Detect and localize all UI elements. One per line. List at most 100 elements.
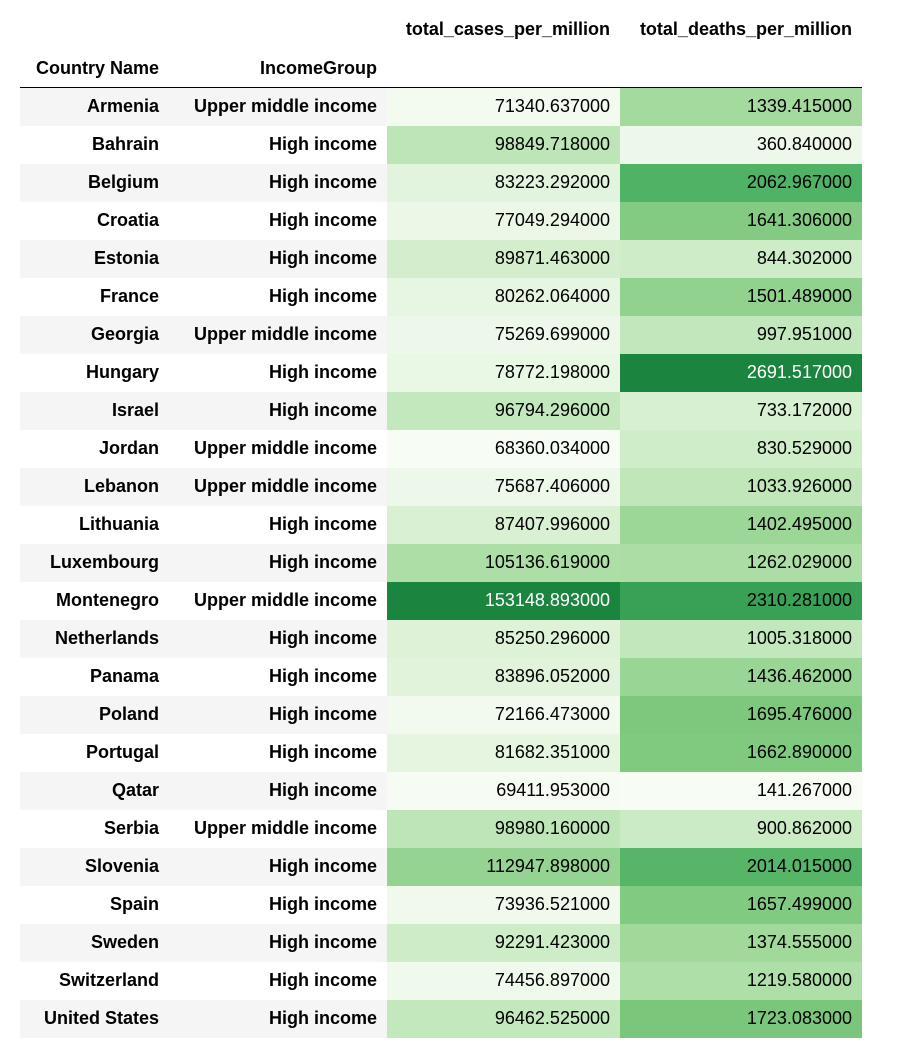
country-name-cell: Portugal (85, 742, 159, 762)
income-group-cell: High income (268, 742, 377, 762)
total-cases-cell: 153148.893000 (387, 581, 620, 620)
total-deaths-cell: 2310.281000 (620, 581, 862, 620)
country-name-cell: Croatia (96, 210, 159, 230)
income-group-cell: High income (169, 771, 387, 810)
income-group-cell: High income (268, 666, 377, 686)
total-deaths-cell: 1033.926000 (620, 467, 862, 506)
total-cases-cell: 83223.292000 (387, 163, 620, 202)
country-name-cell: Qatar (20, 771, 169, 810)
total-cases-cell: 105136.619000 (387, 543, 620, 582)
country-name-cell: Jordan (98, 438, 159, 458)
income-group-cell: High income (268, 210, 377, 230)
total-deaths-cell: 1662.890000 (620, 733, 862, 772)
total-deaths-cell: 360.840000 (620, 125, 862, 164)
table-row: Slovenia High income 112947.898000 2014.015… (20, 847, 862, 886)
table-row: Georgia Upper middle income 75269.699000 99… (20, 315, 862, 354)
income-group-cell: High income (169, 923, 387, 962)
total-cases-cell: 87407.996000 (387, 505, 620, 544)
table-row: Luxembourg High income 105136.619000 1262.0… (20, 543, 862, 582)
income-group-cell: High income (169, 163, 387, 202)
blank-header-cell (20, 10, 169, 50)
country-name-cell: Panama (89, 666, 159, 686)
table-row: United States High income 96462.525000 1723… (20, 999, 862, 1038)
total-deaths-cell: 1436.462000 (620, 657, 862, 696)
table-row: Lebanon Upper middle income 75687.406000 10… (20, 467, 862, 506)
table-row: France High income 80262.064000 1501.489000 (20, 277, 862, 316)
blank-header-cell (169, 10, 387, 50)
table-row: Belgium High income 83223.292000 2062.96700… (20, 163, 862, 202)
total-deaths-cell: 141.267000 (620, 771, 862, 810)
index-header-row: Country Name IncomeGroup (20, 50, 862, 88)
income-group-cell: Upper middle income (169, 315, 387, 354)
country-name-cell: Belgium (20, 163, 169, 202)
country-name-cell: Bahrain (91, 134, 159, 154)
total-deaths-cell: 997.951000 (620, 315, 862, 354)
table-row: Qatar High income 69411.953000 141.267000 (20, 771, 862, 810)
blank-header-cell (620, 50, 862, 88)
table-row: Sweden High income 92291.423000 1374.555000 (20, 923, 862, 962)
country-name-cell: Serbia (103, 818, 159, 838)
country-name-cell: Armenia (20, 87, 169, 126)
total-cases-cell: 96462.525000 (387, 999, 620, 1038)
table-row: Bahrain High income 98849.718000 360.840000 (20, 125, 862, 164)
income-group-cell: Upper middle income (193, 818, 377, 838)
column-header-total-cases: total_cases_per_million (405, 18, 610, 39)
country-name-cell: United States (20, 999, 169, 1038)
index-header-income-group: IncomeGroup (169, 50, 387, 88)
country-name-cell: Poland (20, 695, 169, 734)
total-deaths-cell: 830.529000 (620, 429, 862, 468)
country-name-cell: Sweden (20, 923, 169, 962)
total-deaths-cell: 2062.967000 (620, 163, 862, 202)
total-cases-cell: 92291.423000 (387, 923, 620, 962)
country-name-cell: Georgia (20, 315, 169, 354)
income-group-cell: High income (268, 362, 377, 382)
income-group-cell: Upper middle income (169, 467, 387, 506)
table-row: Spain High income 73936.521000 1657.499000 (20, 885, 862, 924)
table-row: Panama High income 83896.052000 1436.462000 (20, 657, 862, 696)
total-cases-cell: 75269.699000 (387, 315, 620, 354)
total-deaths-cell: 2014.015000 (620, 847, 862, 886)
income-group-cell: Upper middle income (169, 87, 387, 126)
income-group-cell: High income (268, 514, 377, 534)
country-name-cell: Netherlands (20, 619, 169, 658)
income-group-cell: Upper middle income (193, 438, 377, 458)
total-cases-cell: 73936.521000 (387, 885, 620, 924)
income-group-cell: High income (268, 970, 377, 990)
total-cases-cell: 96794.296000 (387, 391, 620, 430)
income-group-cell: High income (169, 999, 387, 1038)
income-group-cell: High income (268, 894, 377, 914)
total-cases-cell: 71340.637000 (387, 87, 620, 126)
country-name-cell: Israel (20, 391, 169, 430)
income-group-cell: High income (268, 286, 377, 306)
index-header-country: Country Name (20, 50, 169, 88)
country-name-cell: Luxembourg (20, 543, 169, 582)
total-deaths-cell: 1005.318000 (620, 619, 862, 658)
table-row: Portugal High income 81682.351000 1662.8900… (20, 733, 862, 772)
total-deaths-cell: 1219.580000 (620, 961, 862, 1000)
total-deaths-cell: 844.302000 (620, 239, 862, 278)
total-deaths-cell: 1641.306000 (620, 201, 862, 240)
total-cases-cell: 98849.718000 (387, 125, 620, 164)
blank-header-cell (387, 50, 620, 88)
table-row: Jordan Upper middle income 68360.034000 830… (20, 429, 862, 468)
table-row: Estonia High income 89871.463000 844.302000 (20, 239, 862, 278)
table-row: Israel High income 96794.296000 733.172000 (20, 391, 862, 430)
total-cases-cell: 72166.473000 (387, 695, 620, 734)
column-header-row: total_cases_per_million total_deaths_per… (20, 10, 862, 50)
styled-dataframe: total_cases_per_million total_deaths_per… (20, 10, 862, 1038)
total-cases-cell: 89871.463000 (387, 239, 620, 278)
total-cases-cell: 74456.897000 (387, 961, 620, 1000)
country-name-cell: Switzerland (58, 970, 159, 990)
country-name-cell: Hungary (85, 362, 159, 382)
income-group-cell: High income (169, 239, 387, 278)
total-cases-cell: 81682.351000 (387, 733, 620, 772)
total-deaths-cell: 1339.415000 (620, 87, 862, 126)
table-row: Poland High income 72166.473000 1695.476000 (20, 695, 862, 734)
table-row: Armenia Upper middle income 71340.637000 13… (20, 87, 862, 126)
total-cases-cell: 83896.052000 (387, 657, 620, 696)
total-deaths-cell: 1501.489000 (620, 277, 862, 316)
total-deaths-cell: 733.172000 (620, 391, 862, 430)
income-group-cell: High income (169, 543, 387, 582)
table-header: total_cases_per_million total_deaths_per… (20, 10, 862, 88)
total-cases-cell: 77049.294000 (387, 201, 620, 240)
